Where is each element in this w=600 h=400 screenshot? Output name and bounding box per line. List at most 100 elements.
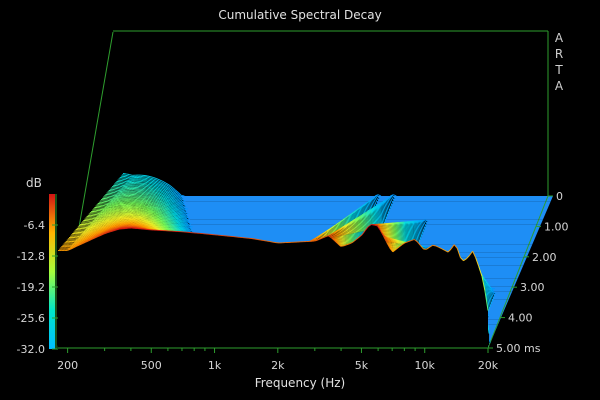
slice-segment [98, 233, 102, 236]
slice-segment [145, 188, 149, 191]
slice-segment [94, 236, 99, 239]
slice-segment [172, 212, 177, 216]
slice-segment [90, 233, 94, 237]
slice-segment [168, 226, 173, 231]
slice-segment [101, 226, 106, 229]
slice-segment [82, 237, 87, 240]
slice-segment [154, 225, 158, 229]
slice-segment [141, 222, 146, 225]
slice-segment [151, 204, 156, 207]
slice-segment [72, 242, 76, 245]
slice-segment [183, 217, 187, 223]
slice-segment [160, 182, 165, 186]
slice-segment [86, 231, 90, 234]
slice-segment [154, 191, 159, 194]
slice-segment [149, 211, 153, 215]
slice-segment [142, 187, 146, 190]
slice-segment [170, 208, 175, 213]
slice-segment [174, 215, 179, 220]
slice-segment [167, 202, 172, 206]
slice-segment [107, 216, 112, 218]
slice-segment [178, 200, 183, 205]
slice-segment [97, 219, 101, 222]
slice-segment [360, 214, 365, 232]
slice-segment [146, 187, 151, 190]
slice-segment [166, 217, 171, 221]
slice-segment [103, 203, 107, 206]
slice-segment [179, 226, 184, 231]
slice-segment [101, 220, 105, 222]
slice-segment [85, 240, 89, 243]
slice-segment [118, 186, 122, 189]
slice-segment [170, 212, 175, 217]
slice-segment [144, 219, 148, 222]
slice-segment [336, 229, 341, 237]
slice-segment [97, 232, 101, 235]
slice-segment [382, 200, 387, 220]
slice-segment [417, 241, 421, 246]
slice-segment [395, 239, 400, 244]
slice-segment [159, 195, 164, 198]
slice-segment [98, 231, 102, 234]
slice-segment [100, 221, 104, 224]
slice-segment [117, 183, 121, 186]
slice-segment [180, 209, 185, 214]
slice-segment [170, 204, 175, 209]
slice-segment [338, 228, 343, 236]
slice-segment [401, 242, 406, 246]
slice-segment [185, 207, 189, 210]
slice-segment [384, 200, 388, 217]
slice-segment [122, 177, 126, 179]
slice-segment [107, 211, 111, 214]
slice-segment [109, 209, 113, 211]
slice-segment [168, 223, 173, 228]
slice-segment [156, 186, 160, 189]
slice-segment [144, 225, 149, 228]
slice-segment [143, 219, 147, 222]
slice-segment [107, 223, 111, 226]
slice-segment [156, 207, 161, 211]
slice-segment [162, 204, 166, 208]
slice-segment [87, 230, 91, 233]
slice-segment [150, 187, 155, 190]
slice-segment [96, 231, 100, 234]
slice-segment [80, 242, 84, 245]
slice-segment [364, 226, 369, 231]
slice-segment [182, 208, 187, 214]
slice-segment [106, 219, 110, 222]
slice-segment [168, 220, 173, 225]
slice-segment [148, 224, 152, 227]
slice-segment [148, 209, 152, 212]
slice-segment [335, 230, 340, 237]
slice-segment [89, 223, 93, 226]
slice-segment [154, 205, 159, 209]
slice-segment [363, 213, 368, 231]
slice-segment [176, 197, 181, 202]
slice-segment [93, 224, 97, 227]
slice-segment [331, 233, 336, 238]
slice-segment [171, 186, 176, 191]
slice-segment [92, 233, 96, 236]
slice-segment [185, 221, 189, 227]
slice-segment [142, 195, 146, 197]
slice-segment [104, 212, 108, 214]
slice-segment [158, 188, 162, 192]
slice-segment [149, 188, 154, 191]
slice-segment [151, 197, 155, 201]
slice-segment [106, 229, 110, 232]
slice-segment [88, 229, 93, 232]
slice-segment [170, 216, 174, 221]
slice-segment [135, 220, 140, 223]
slice-segment [332, 232, 337, 238]
slice-segment [170, 192, 175, 196]
slice-segment [141, 208, 145, 211]
slice-segment [176, 206, 180, 211]
slice-segment [156, 197, 161, 201]
slice-segment [321, 236, 326, 239]
slice-segment [165, 203, 170, 207]
slice-segment [156, 193, 161, 197]
slice-segment [173, 203, 177, 208]
slice-segment [161, 215, 166, 219]
slice-segment [121, 178, 125, 181]
